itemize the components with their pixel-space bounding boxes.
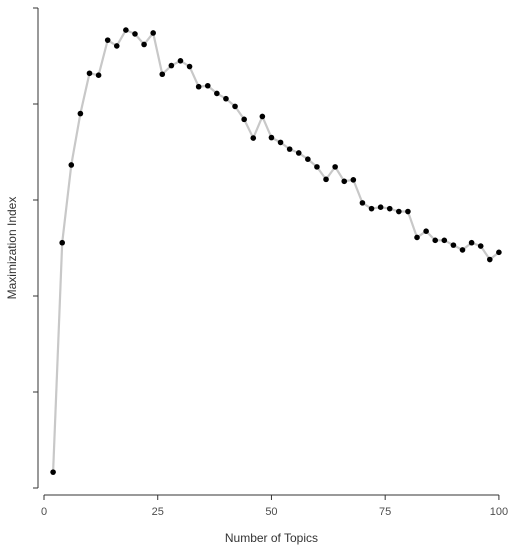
data-point xyxy=(323,176,329,183)
data-point xyxy=(441,237,448,244)
data-point xyxy=(350,177,357,183)
data-point xyxy=(496,249,502,256)
data-point xyxy=(368,205,375,212)
y-axis-title: Maximization Index xyxy=(5,197,19,300)
data-point xyxy=(177,58,184,64)
data-point xyxy=(314,164,320,170)
data-point xyxy=(377,204,384,210)
x-tick-label: 0 xyxy=(41,506,47,518)
x-tick-label: 25 xyxy=(152,506,164,518)
data-point xyxy=(332,164,338,170)
data-point xyxy=(359,200,366,206)
x-axis-title: Number of Topics xyxy=(225,531,318,545)
data-point xyxy=(123,27,129,33)
data-point xyxy=(487,256,493,263)
x-axis-ticks: 0 25 50 75 100 xyxy=(41,495,508,518)
data-point xyxy=(423,228,429,234)
data-point xyxy=(477,243,484,249)
series-line xyxy=(52,28,500,473)
data-point xyxy=(468,239,475,246)
data-point xyxy=(232,103,238,110)
data-point xyxy=(113,43,120,49)
data-point xyxy=(396,208,402,215)
data-point xyxy=(104,37,111,43)
data-point xyxy=(277,139,284,146)
data-point xyxy=(141,41,147,48)
data-point xyxy=(250,135,257,141)
data-point xyxy=(223,95,229,102)
x-tick-label: 50 xyxy=(265,506,277,518)
data-point xyxy=(59,239,65,246)
data-point xyxy=(386,205,393,212)
x-tick-label: 100 xyxy=(490,506,508,518)
series-layer xyxy=(50,27,502,475)
data-point xyxy=(159,71,166,78)
data-point xyxy=(459,247,466,253)
data-point xyxy=(86,70,93,77)
x-tick-label: 75 xyxy=(379,506,391,518)
data-point xyxy=(286,146,293,152)
data-point xyxy=(295,150,302,156)
data-point xyxy=(77,110,84,117)
data-point xyxy=(95,72,102,78)
data-point xyxy=(214,90,220,97)
data-point xyxy=(414,234,420,241)
data-point xyxy=(204,82,211,89)
data-point xyxy=(68,162,75,168)
data-point xyxy=(186,63,193,70)
data-point xyxy=(150,30,156,36)
data-point xyxy=(341,178,348,185)
data-point xyxy=(450,242,457,248)
data-point xyxy=(168,62,175,69)
data-point xyxy=(195,83,202,90)
axes: 0 25 50 75 100 Number of Topics Maximization… xyxy=(5,7,508,545)
data-point xyxy=(50,469,56,475)
data-point xyxy=(405,208,411,215)
y-axis-ticks xyxy=(33,7,38,489)
series-points xyxy=(50,27,502,475)
data-point xyxy=(305,156,311,162)
data-point xyxy=(132,31,138,37)
data-point xyxy=(259,113,266,120)
data-point xyxy=(241,116,247,123)
data-point xyxy=(268,134,275,141)
data-point xyxy=(432,237,439,244)
